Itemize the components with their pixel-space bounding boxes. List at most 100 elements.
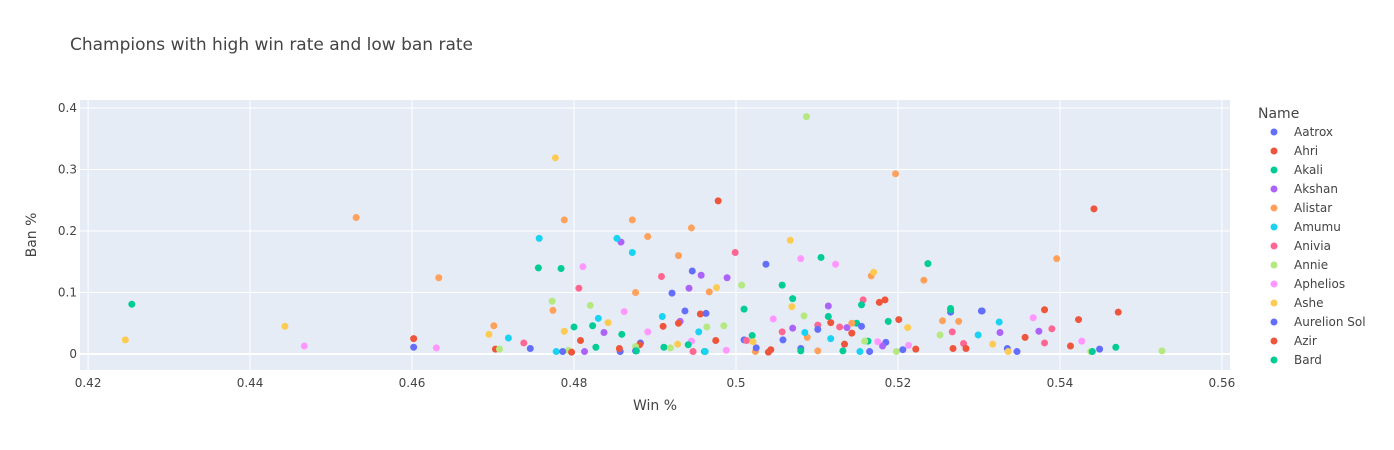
data-point[interactable] <box>841 340 849 348</box>
data-point[interactable] <box>632 347 640 355</box>
data-point[interactable] <box>800 312 808 320</box>
data-point[interactable] <box>866 348 874 356</box>
data-point[interactable] <box>962 344 970 352</box>
data-point[interactable] <box>688 267 696 275</box>
data-point[interactable] <box>858 301 866 309</box>
data-point[interactable] <box>705 288 713 296</box>
legend-item[interactable]: Ashe <box>1270 296 1324 310</box>
data-point[interactable] <box>1066 342 1074 350</box>
data-point[interactable] <box>659 322 667 330</box>
data-point[interactable] <box>779 336 787 344</box>
data-point[interactable] <box>939 317 946 325</box>
data-point[interactable] <box>797 255 805 263</box>
data-point[interactable] <box>1013 348 1021 356</box>
legend-item[interactable]: Akali <box>1270 163 1323 177</box>
data-point[interactable] <box>924 260 932 268</box>
data-point[interactable] <box>687 224 695 232</box>
data-point[interactable] <box>644 233 652 241</box>
data-point[interactable] <box>435 274 443 282</box>
data-point[interactable] <box>788 303 796 311</box>
data-point[interactable] <box>832 260 840 268</box>
data-point[interactable] <box>613 234 621 242</box>
data-point[interactable] <box>660 343 668 351</box>
data-point[interactable] <box>947 306 955 314</box>
data-point[interactable] <box>1004 348 1012 356</box>
data-point[interactable] <box>594 314 602 322</box>
data-point[interactable] <box>879 342 887 350</box>
data-point[interactable] <box>767 346 775 354</box>
data-point[interactable] <box>1078 337 1086 345</box>
data-point[interactable] <box>560 216 568 224</box>
legend-item[interactable]: Aphelios <box>1270 277 1346 291</box>
legend-item[interactable]: Anivia <box>1270 239 1331 253</box>
data-point[interactable] <box>300 342 308 350</box>
data-point[interactable] <box>881 296 889 304</box>
legend-item[interactable]: Aatrox <box>1270 125 1334 139</box>
data-point[interactable] <box>920 276 928 284</box>
data-point[interactable] <box>749 338 757 346</box>
data-point[interactable] <box>657 273 665 281</box>
data-point[interactable] <box>620 308 628 316</box>
data-point[interactable] <box>568 348 576 356</box>
legend-item[interactable]: Ahri <box>1270 144 1319 158</box>
data-point[interactable] <box>1096 345 1104 353</box>
data-point[interactable] <box>995 318 1003 326</box>
data-point[interactable] <box>1029 314 1037 322</box>
data-point[interactable] <box>628 249 636 257</box>
data-point[interactable] <box>801 328 809 336</box>
data-point[interactable] <box>892 348 900 356</box>
data-point[interactable] <box>281 322 289 330</box>
data-point[interactable] <box>1021 333 1029 341</box>
data-point[interactable] <box>703 323 711 331</box>
data-point[interactable] <box>674 340 682 348</box>
data-point[interactable] <box>786 236 794 244</box>
data-point[interactable] <box>615 344 623 352</box>
data-point[interactable] <box>504 334 512 342</box>
data-point[interactable] <box>836 323 844 331</box>
data-point[interactable] <box>955 317 963 325</box>
data-point[interactable] <box>695 328 703 336</box>
data-point[interactable] <box>618 330 626 338</box>
data-point[interactable] <box>797 347 805 355</box>
data-point[interactable] <box>824 302 832 310</box>
data-point[interactable] <box>526 344 534 352</box>
data-point[interactable] <box>856 348 864 356</box>
data-point[interactable] <box>579 263 587 271</box>
data-point[interactable] <box>723 274 731 282</box>
data-point[interactable] <box>875 298 883 306</box>
data-point[interactable] <box>769 315 777 323</box>
data-point[interactable] <box>535 234 543 242</box>
data-point[interactable] <box>843 324 851 332</box>
data-point[interactable] <box>1075 316 1083 324</box>
data-point[interactable] <box>674 319 682 327</box>
data-point[interactable] <box>839 347 847 355</box>
data-point[interactable] <box>668 289 676 297</box>
legend-item[interactable]: Akshan <box>1270 182 1338 196</box>
data-point[interactable] <box>858 322 866 330</box>
legend-item[interactable]: Amumu <box>1270 220 1341 234</box>
data-point[interactable] <box>817 253 825 261</box>
data-point[interactable] <box>996 328 1004 336</box>
data-point[interactable] <box>128 300 136 308</box>
data-point[interactable] <box>778 328 786 336</box>
data-point[interactable] <box>121 336 129 344</box>
data-point[interactable] <box>520 339 528 347</box>
data-point[interactable] <box>410 335 418 343</box>
data-point[interactable] <box>870 268 878 276</box>
data-point[interactable] <box>949 344 957 352</box>
data-point[interactable] <box>731 249 739 257</box>
data-point[interactable] <box>802 113 810 121</box>
data-point[interactable] <box>1114 308 1122 316</box>
data-point[interactable] <box>1041 306 1049 314</box>
data-point[interactable] <box>989 340 997 348</box>
data-point[interactable] <box>632 289 640 297</box>
data-point[interactable] <box>720 322 728 330</box>
data-point[interactable] <box>586 301 594 309</box>
data-point[interactable] <box>722 346 730 354</box>
data-point[interactable] <box>581 348 589 356</box>
data-point[interactable] <box>977 307 985 315</box>
data-point[interactable] <box>824 312 832 320</box>
data-point[interactable] <box>1041 339 1049 347</box>
data-point[interactable] <box>551 154 559 162</box>
data-point[interactable] <box>738 281 746 289</box>
